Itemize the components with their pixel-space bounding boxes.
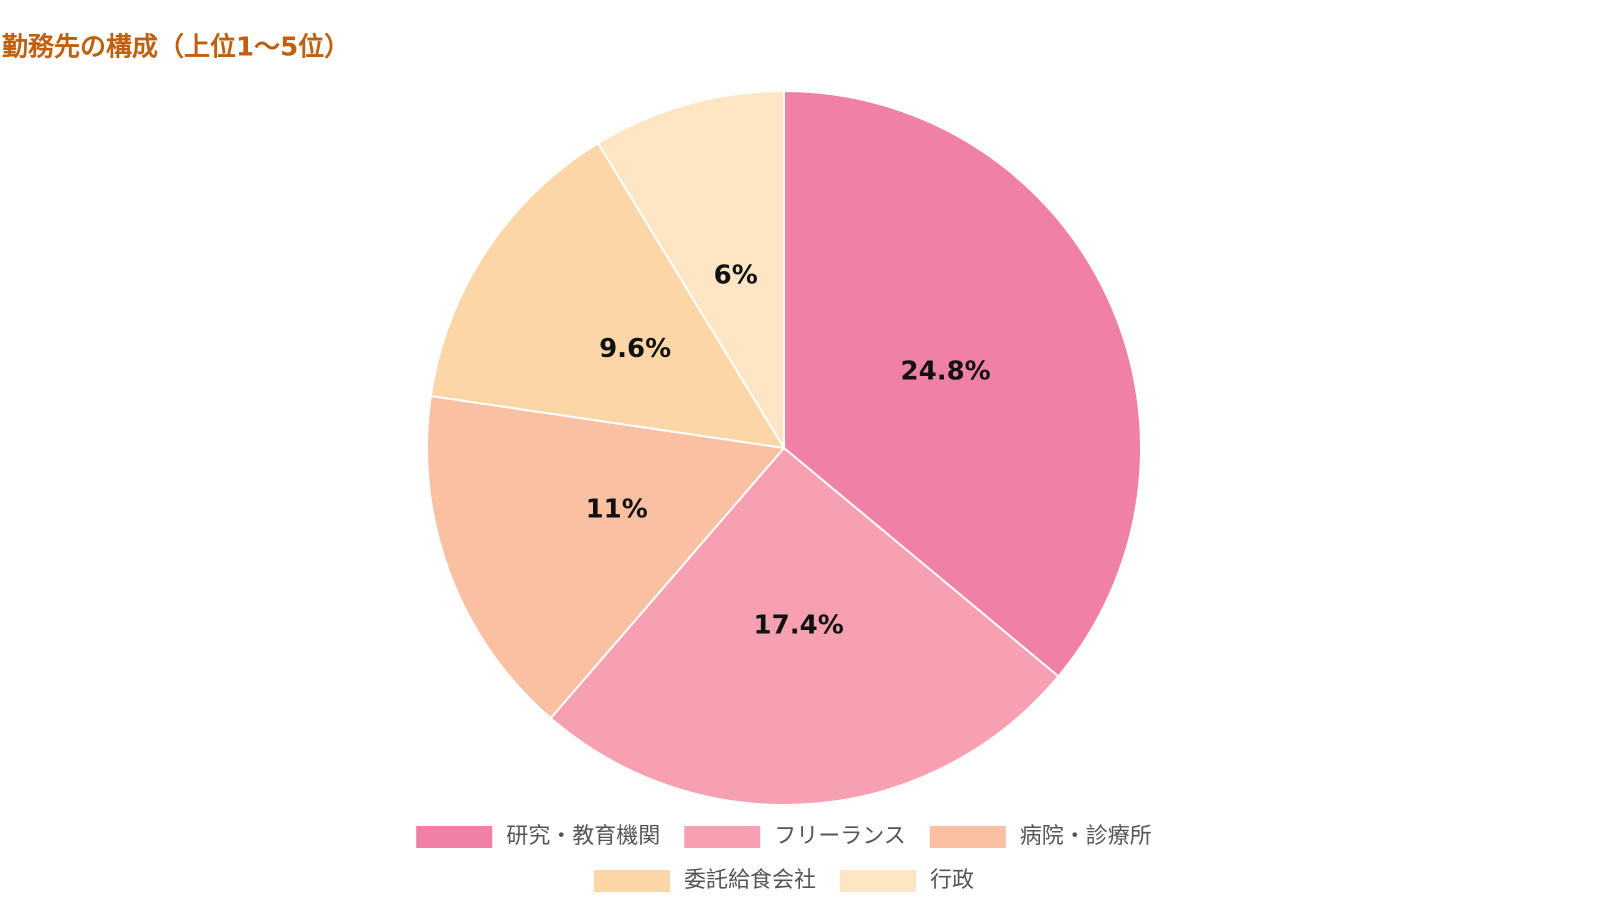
legend-row: 委託給食会社 行政 [593,868,974,893]
legend-label: 行政 [930,868,974,893]
chart-title: 勤務先の構成（上位1〜5位） [2,32,350,63]
legend-label: 委託給食会社 [684,868,816,893]
data-label: 11% [586,495,648,525]
legend-row: 研究・教育機関 フリーランス 病院・診療所 [416,824,1152,849]
legend-swatch [929,826,1006,848]
data-label: 24.8% [901,357,991,387]
pie-slice [429,141,786,450]
data-label: 17.4% [754,610,844,640]
data-label: 6% [714,261,758,291]
legend-swatch [416,826,493,848]
legend-swatch [593,870,670,892]
pie-slice [426,394,786,720]
legend-label: 病院・診療所 [1020,824,1152,849]
pie-slice [549,446,1060,806]
pie-slice [783,89,1143,678]
legend-label: 研究・教育機関 [506,824,660,849]
data-label: 9.6% [599,334,671,364]
legend-swatch [840,870,916,892]
pie-slice [596,89,785,452]
legend-swatch [684,826,761,848]
legend-label: フリーランス [774,824,906,849]
